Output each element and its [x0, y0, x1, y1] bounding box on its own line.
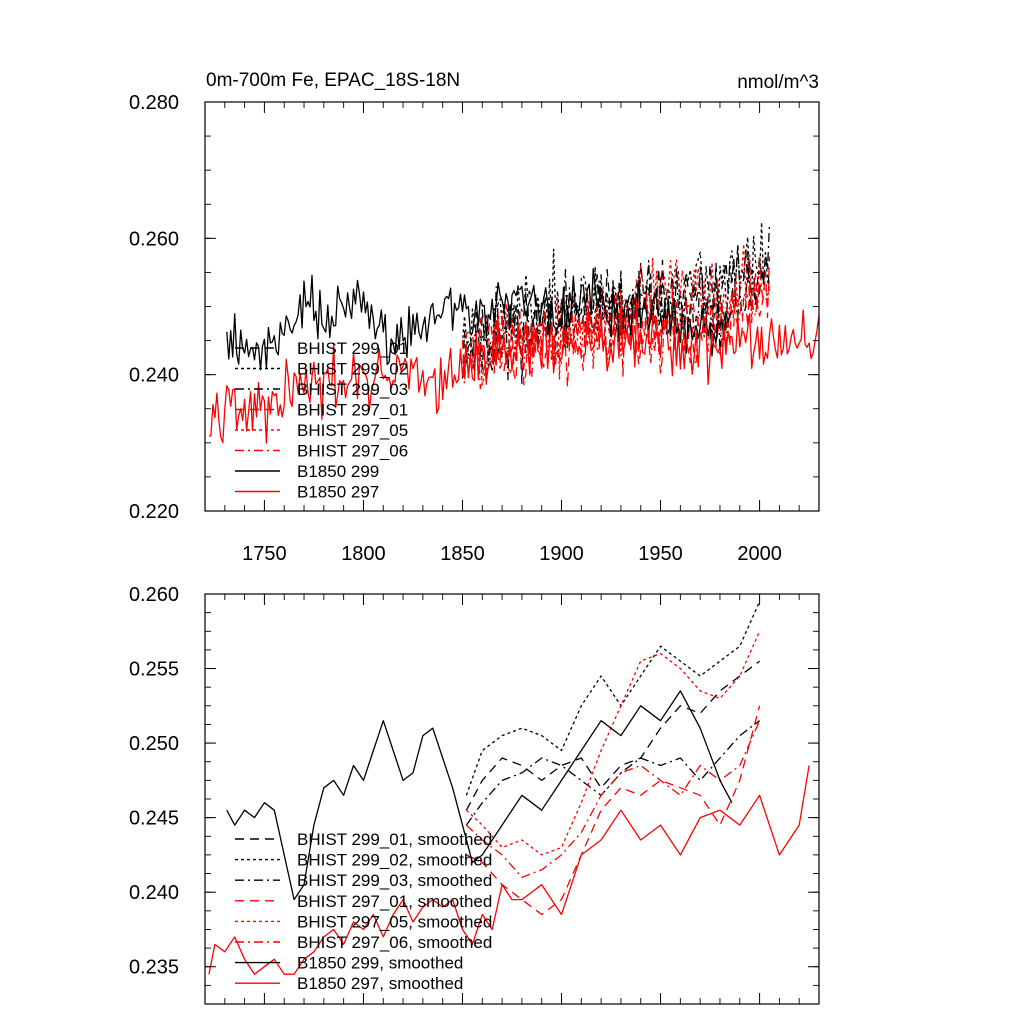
- y-tick-label: 0.250: [129, 733, 179, 755]
- panel-top-title: 0m-700m Fe, EPAC_18S-18N: [206, 70, 460, 91]
- legend-label-2: BHIST 299_02: [297, 360, 408, 379]
- panel-bottom-ticks: 0.235 0.240 0.245 0.250 0.255 0.260: [129, 584, 820, 1005]
- x-tick-label: 1850: [440, 543, 485, 565]
- legend-label-7: B1850 299, smoothed: [297, 954, 463, 973]
- series-line-8: [208, 302, 820, 444]
- legend-label-3: BHIST 299_03, smoothed: [297, 871, 492, 890]
- x-tick-label: 1800: [341, 543, 386, 565]
- legend-label-4: BHIST 297_01, smoothed: [297, 892, 492, 911]
- y-tick-label: 0.235: [129, 957, 179, 979]
- legend-label-1: BHIST 299_01, smoothed: [297, 830, 492, 849]
- legend-label-1: BHIST 299_01: [297, 339, 408, 358]
- panel-top: 0m-700m Fe, EPAC_18S-18N nmol/m^3 1750 18…: [129, 70, 820, 565]
- y-tick-label: 0.240: [129, 365, 179, 387]
- series-line-1: [465, 660, 760, 811]
- panel-top-units: nmol/m^3: [737, 72, 819, 93]
- panel-bottom-legend: BHIST 299_01, smoothed BHIST 299_02, smoo…: [235, 830, 492, 993]
- legend-label-8: B1850 297: [297, 483, 379, 502]
- series-line-3: [465, 720, 760, 826]
- legend-label-7: B1850 299: [297, 462, 379, 481]
- series-line-6: [461, 282, 770, 390]
- series-line-6: [465, 720, 761, 878]
- legend-label-3: BHIST 299_03: [297, 380, 408, 399]
- y-tick-label: 0.240: [129, 882, 179, 904]
- y-tick-label: 0.260: [129, 584, 179, 606]
- legend-label-6: BHIST 297_06: [297, 442, 408, 461]
- legend-label-6: BHIST 297_06, smoothed: [297, 933, 492, 952]
- y-tick-label: 0.280: [129, 92, 179, 114]
- x-tick-label: 2000: [737, 543, 782, 565]
- panel-top-series-group: [208, 221, 820, 444]
- series-line-4: [466, 705, 761, 916]
- series-line-7: [226, 690, 733, 901]
- legend-label-5: BHIST 297_05, smoothed: [297, 912, 492, 931]
- y-tick-label: 0.260: [129, 228, 179, 250]
- panel-bottom-series-group: [208, 601, 810, 975]
- legend-label-2: BHIST 299_02, smoothed: [297, 851, 492, 870]
- legend-label-4: BHIST 297_01: [297, 401, 408, 420]
- y-tick-label: 0.220: [129, 501, 179, 523]
- series-line-8: [208, 765, 810, 975]
- panel-bottom: 0.235 0.240 0.245 0.250 0.255 0.260 BHIST 299…: [129, 584, 820, 1005]
- y-tick-label: 0.245: [129, 808, 179, 830]
- legend-label-8: B1850 297, smoothed: [297, 974, 463, 993]
- panel-top-ticks: 1750 1800 1850 1900 1950 2000 0.220 0.240 0.260 0…: [129, 92, 820, 565]
- series-line-7: [226, 268, 733, 371]
- y-tick-label: 0.255: [129, 659, 179, 681]
- x-tick-label: 1900: [539, 543, 584, 565]
- x-tick-label: 1750: [242, 543, 287, 565]
- x-tick-label: 1950: [638, 543, 683, 565]
- series-line-2: [465, 601, 761, 796]
- legend-label-5: BHIST 297_05: [297, 421, 408, 440]
